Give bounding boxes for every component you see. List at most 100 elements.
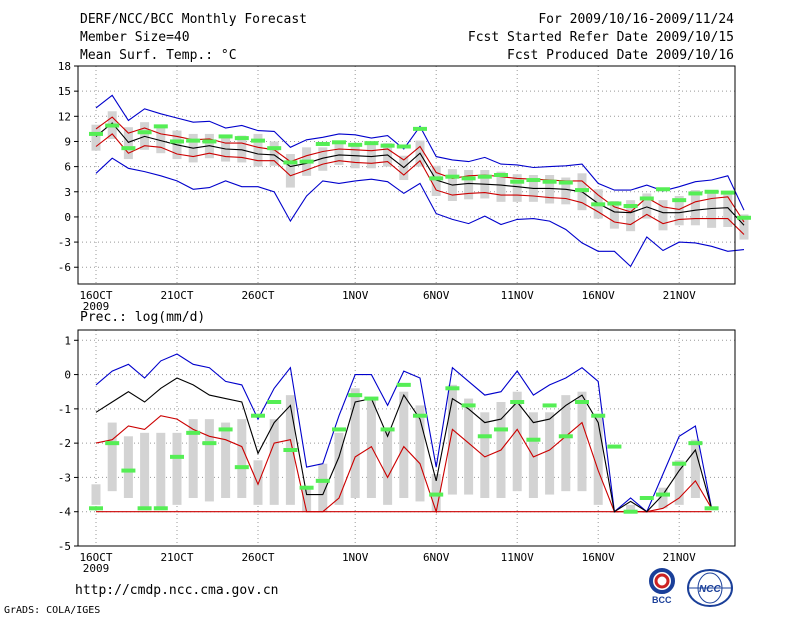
precip-range-box [383,429,393,505]
temp-x-tick-label: 21NOV [663,289,696,302]
precip-obs-marker [656,492,670,497]
precip-range-box [366,398,376,498]
precip-range-box [188,419,198,498]
temp-obs-marker [105,123,120,128]
precip-obs-marker [121,468,136,473]
temp-obs-marker [591,202,606,207]
precip-y-tick-label: -5 [58,540,71,553]
temp-range-box [237,135,247,163]
precip-obs-marker [623,509,638,514]
precip-range-box [318,463,328,512]
precip-range-box [593,415,603,505]
precip-obs-marker [477,434,492,439]
precip-x-tick-label: 16NOV [582,551,615,564]
precip-obs-marker [234,465,249,470]
source-url[interactable]: http://cmdp.ncc.cma.gov.cn [75,583,279,598]
precip-y-tick-label: 1 [64,334,71,347]
precip-range-box [350,388,360,498]
temp-obs-marker [688,191,703,196]
temp-x-tick-label: 16NOV [582,289,615,302]
temp-obs-marker [494,173,508,177]
precip-obs-marker [137,506,152,511]
temp-y-tick-label: -6 [58,261,71,274]
precip-obs-marker [251,413,265,418]
ncc-logo: NCC [687,569,733,607]
precip-title: Prec.: log(mm/d) [80,310,206,325]
precip-range-box [626,504,636,512]
precip-range-box [545,412,555,495]
precip-obs-marker [558,434,573,439]
temp-obs-marker [656,187,670,192]
precip-obs-marker [494,427,508,432]
temp-y-tick-label: -3 [58,236,71,249]
temp-range-box [723,190,733,227]
temp-range-box [431,165,441,196]
precip-obs-marker [591,413,606,418]
temp-obs-marker [218,134,233,139]
precip-range-box [156,432,166,509]
precip-x-tick-label: 1NOV [342,551,369,564]
temp-x-tick-label: 11NOV [501,289,534,302]
temp-range-box [545,175,555,204]
precip-obs-marker [429,492,444,497]
temp-obs-marker [477,174,492,179]
precip-max-line [95,353,713,513]
temp-x-tick-label: 26OCT [241,289,274,302]
svg-text:BCC: BCC [652,595,672,605]
temp-range-box [626,200,636,232]
precip-x-tick-label: 21NOV [663,551,696,564]
temp-range-box [707,190,717,228]
temp-range-box [253,133,263,167]
precip-range-box [107,422,117,492]
temp-obs-marker [445,174,460,179]
precip-obs-marker [299,485,314,490]
temp-range-box [123,127,133,160]
temp-obs-marker [672,198,687,203]
temp-obs-marker [234,136,249,141]
temp-y-tick-label: 6 [64,161,71,174]
precip-range-box [528,412,538,498]
temp-plot-frame [77,65,736,285]
temp-obs-marker [348,142,363,147]
temp-y-tick-label: 15 [58,85,71,98]
precip-obs-marker [364,396,379,401]
temp-range-box [496,171,506,202]
temp-obs-marker [639,196,654,201]
temp-x-year-label: 2009 [83,300,110,313]
precip-x-tick-label: 21OCT [160,551,193,564]
precip-x-year-label: 2009 [83,562,110,575]
temp-range-box [512,174,522,202]
precip-obs-marker [461,403,476,408]
temp-range-box [561,177,571,205]
precip-obs-marker [186,430,201,435]
temp-obs-marker [186,138,201,143]
precip-range-box [140,432,150,509]
temp-obs-marker [720,190,735,195]
precip-range-box [253,460,263,505]
precip-obs-marker [218,427,233,432]
temp-obs-marker [364,141,379,146]
precip-mean-line [95,377,713,513]
temp-obs-marker [202,139,217,144]
temp-lower-line [95,133,745,235]
temp-obs-marker [170,139,184,144]
precip-x-tick-label: 11NOV [501,551,534,564]
temp-obs-marker [153,124,168,129]
precip-range-box [480,412,490,498]
precip-range-box [237,419,247,498]
precip-obs-marker [202,441,217,446]
temp-range-box [318,147,328,171]
precip-obs-marker [267,400,282,404]
temp-obs-marker [607,201,622,206]
precip-y-tick-label: -4 [58,506,72,519]
precip-range-box [464,398,474,495]
precip-obs-marker [672,461,687,466]
temp-obs-marker [737,215,751,220]
temp-obs-marker [510,179,525,184]
temp-obs-marker [251,138,265,143]
precip-range-box [123,436,133,498]
temp-obs-marker [89,131,103,136]
precip-range-box [561,395,571,492]
precip-obs-marker [332,427,346,432]
temp-obs-marker [461,176,476,181]
